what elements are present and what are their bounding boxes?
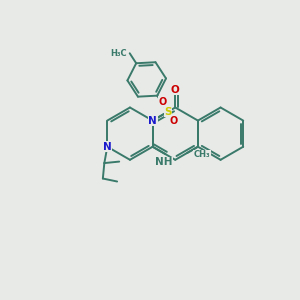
Text: NH: NH <box>155 158 173 167</box>
Text: N: N <box>103 142 112 152</box>
Text: CH₃: CH₃ <box>194 150 210 159</box>
Text: O: O <box>171 85 180 95</box>
Text: H₃C: H₃C <box>111 49 127 58</box>
Text: N: N <box>148 116 157 126</box>
Text: O: O <box>169 116 178 126</box>
Text: S: S <box>164 107 172 117</box>
Text: O: O <box>158 97 166 107</box>
